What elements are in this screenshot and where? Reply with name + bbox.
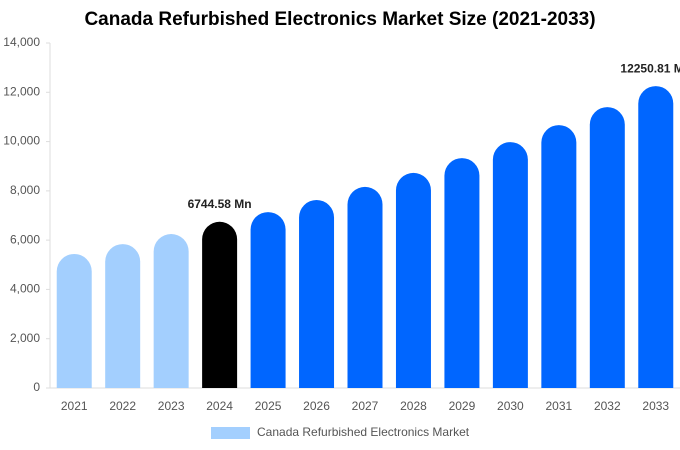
bar [153, 233, 189, 388]
bar [638, 86, 674, 388]
legend-swatch [211, 427, 250, 439]
legend-label: Canada Refurbished Electronics Market [257, 425, 470, 439]
x-tick-label: 2031 [545, 399, 572, 413]
y-tick-label: 0 [33, 380, 40, 394]
bar [202, 221, 238, 388]
bar [395, 172, 431, 388]
x-tick-label: 2032 [594, 399, 621, 413]
y-tick-label: 6,000 [10, 232, 40, 246]
bar [492, 142, 528, 388]
x-tick-label: 2026 [303, 399, 330, 413]
bar [444, 158, 480, 388]
x-tick-label: 2021 [61, 399, 88, 413]
y-tick-label: 2,000 [10, 331, 40, 345]
y-tick-label: 4,000 [10, 282, 40, 296]
chart-title: Canada Refurbished Electronics Market Si… [84, 9, 595, 30]
x-tick-label: 2028 [400, 399, 427, 413]
bar [347, 186, 383, 388]
x-tick-label: 2023 [158, 399, 185, 413]
bar [56, 253, 92, 388]
bar [299, 199, 335, 388]
x-tick-label: 2022 [109, 399, 136, 413]
bar [105, 244, 141, 388]
bar [589, 107, 625, 389]
x-tick-label: 2025 [255, 399, 282, 413]
bar [541, 125, 577, 388]
x-tick-label: 2029 [449, 399, 476, 413]
x-tick-label: 2027 [352, 399, 379, 413]
x-tick-label: 2030 [497, 399, 524, 413]
value-label: 12250.81 Mn [620, 61, 680, 75]
x-tick-label: 2033 [642, 399, 669, 413]
bar [250, 212, 286, 388]
y-tick-label: 10,000 [3, 134, 40, 148]
y-tick-label: 8,000 [10, 183, 40, 197]
y-tick-label: 12,000 [3, 84, 40, 98]
y-tick-label: 14,000 [3, 35, 40, 49]
value-label: 6744.58 Mn [188, 197, 252, 211]
x-tick-label: 2024 [206, 399, 233, 413]
